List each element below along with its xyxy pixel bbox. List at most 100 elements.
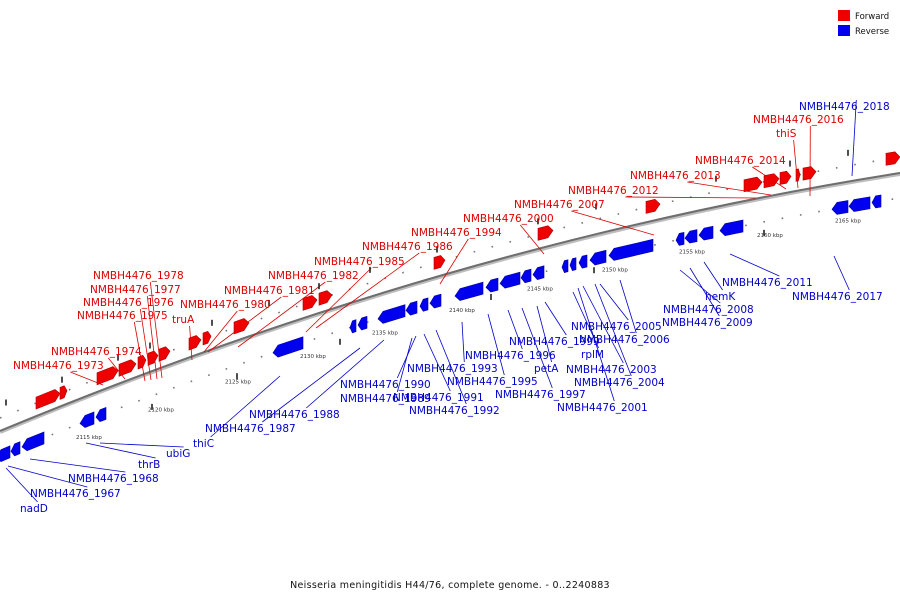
forward-gene-arrow <box>147 350 159 366</box>
forward-label-leader <box>203 310 238 353</box>
reverse-gene-label: NMBH4476_2009 <box>662 317 753 329</box>
reverse-gene-label: NMBH4476_2003 <box>566 364 657 376</box>
reverse-legend-swatch <box>838 25 850 36</box>
kbp-tick-label: 2130 kbp <box>300 354 326 360</box>
forward-gene-label: NMBH4476_1975 <box>77 310 168 322</box>
reverse-gene-label: NMBH4476_1989 <box>340 393 431 405</box>
forward-gene-arrow <box>645 198 661 214</box>
forward-gene-label: NMBH4476_1973 <box>13 360 104 372</box>
reverse-gene-arrow <box>569 257 577 271</box>
forward-gene-label: NMBH4476_1977 <box>90 284 181 296</box>
gene-labels: NMBH4476_1973NMBH4476_1974NMBH4476_1975N… <box>13 101 890 515</box>
reverse-gene-arrow <box>561 259 569 273</box>
reverse-gene-arrow <box>21 431 45 452</box>
reverse-gene-arrow <box>95 406 107 423</box>
reverse-gene-arrow <box>429 293 442 309</box>
reverse-gene-arrow <box>499 271 521 289</box>
reverse-gene-label: NMBH4476_1988 <box>249 409 340 421</box>
kbp-tick-label: 2125 kbp <box>225 379 251 385</box>
forward-label-leader <box>519 224 545 255</box>
forward-gene-arrow <box>763 173 780 189</box>
kbp-tick-label: 2115 kbp <box>76 435 102 441</box>
reverse-gene-label: NMBH4476_1968 <box>68 473 159 485</box>
reverse-label-leader <box>521 307 553 389</box>
reverse-gene-label: NMBH4476_1992 <box>409 405 500 417</box>
reverse-gene-label: hemK <box>705 291 736 303</box>
forward-label-leader <box>139 308 152 381</box>
reverse-gene-label: NMBH4476_1996 <box>465 350 556 362</box>
kbp-tick-label: 2135 kbp <box>372 331 398 337</box>
reverse-label-leader <box>833 255 850 291</box>
forward-legend-label: Forward <box>855 12 889 22</box>
reverse-gene-arrow <box>454 281 484 301</box>
legend: Forward Reverse <box>838 10 889 37</box>
reverse-label-leader <box>582 285 624 364</box>
forward-gene-label: NMBH4476_1980 <box>180 299 271 311</box>
reverse-gene-label: NMBH4476_2008 <box>663 304 754 316</box>
reverse-gene-arrow <box>405 300 418 316</box>
forward-gene-label: NMBH4476_1985 <box>314 256 405 268</box>
forward-gene-arrow <box>59 385 68 400</box>
forward-gene-label: NMBH4476_2000 <box>463 213 554 225</box>
reverse-gene-label: NMBH4476_1990 <box>340 379 431 391</box>
reverse-label-leader <box>544 301 567 336</box>
reverse-gene-arrow <box>848 196 871 212</box>
reverse-gene-label: NMBH4476_2004 <box>574 377 665 389</box>
reverse-gene-arrow <box>485 277 499 293</box>
reverse-label-leader <box>29 458 126 473</box>
reverse-gene-arrow <box>520 268 532 284</box>
reverse-gene-arrow <box>608 238 654 261</box>
forward-label-leader <box>107 357 126 380</box>
reverse-label-leader <box>679 269 721 304</box>
forward-label-leader <box>237 281 326 348</box>
forward-gene-label: NMBH4476_1974 <box>51 346 142 358</box>
forward-gene-label: NMBH4476_2014 <box>695 155 786 167</box>
gene-features <box>0 149 900 462</box>
reverse-gene-label: NMBH4476_2005 <box>571 321 662 333</box>
forward-gene-arrow <box>188 335 202 351</box>
forward-gene-arrow <box>158 346 171 362</box>
forward-label-leader <box>315 252 420 329</box>
reverse-label-leader <box>729 253 780 277</box>
forward-gene-arrow <box>795 168 801 182</box>
forward-gene-arrow <box>137 354 147 370</box>
reverse-gene-arrow <box>272 336 304 358</box>
kbp-tick-label: 2120 kbp <box>148 407 174 413</box>
forward-gene-arrow <box>433 255 446 270</box>
reverse-gene-arrow <box>532 265 545 280</box>
forward-gene-arrow <box>233 318 250 335</box>
forward-gene-label: NMBH4476_2013 <box>630 170 721 182</box>
reverse-label-leader <box>577 287 615 402</box>
genome-caption: Neisseria meningitidis H44/76, complete … <box>290 580 610 591</box>
reverse-label-leader <box>594 283 632 377</box>
kbp-tick-label: 2140 kbp <box>449 308 475 314</box>
reverse-label-leader <box>689 267 720 317</box>
reverse-label-leader <box>435 329 467 405</box>
forward-gene-arrow <box>743 176 763 193</box>
reverse-gene-arrow <box>675 232 685 246</box>
reverse-gene-label: NMBH4476_1995 <box>447 376 538 388</box>
reverse-label-leader <box>5 467 38 503</box>
reverse-gene-arrow <box>698 225 714 241</box>
kbp-ticks: 2115 kbp 2120 kbp 2125 kbp 2130 kbp 2135 kbp… <box>76 219 861 441</box>
forward-legend-swatch <box>838 10 850 21</box>
forward-gene-label: NMBH4476_2012 <box>568 185 659 197</box>
forward-gene-label: NMBH4476_1978 <box>93 270 184 282</box>
forward-gene-label: truA <box>172 314 195 326</box>
forward-label-leader <box>687 181 772 196</box>
forward-label-leader <box>305 267 372 333</box>
forward-label-leader <box>146 295 158 380</box>
reverse-label-leader <box>599 283 629 321</box>
reverse-label-leader <box>507 309 523 350</box>
reverse-gene-label: petA <box>534 363 559 375</box>
reverse-label-leader <box>396 335 417 379</box>
forward-gene-label: NMBH4476_1976 <box>83 297 174 309</box>
reverse-label-leader <box>396 337 413 393</box>
forward-gene-arrow <box>802 166 817 181</box>
reverse-label-leader <box>487 313 505 376</box>
reverse-gene-arrow <box>357 315 368 331</box>
tracks <box>0 156 900 457</box>
forward-gene-arrow <box>885 151 900 166</box>
forward-gene-arrow <box>537 225 554 241</box>
